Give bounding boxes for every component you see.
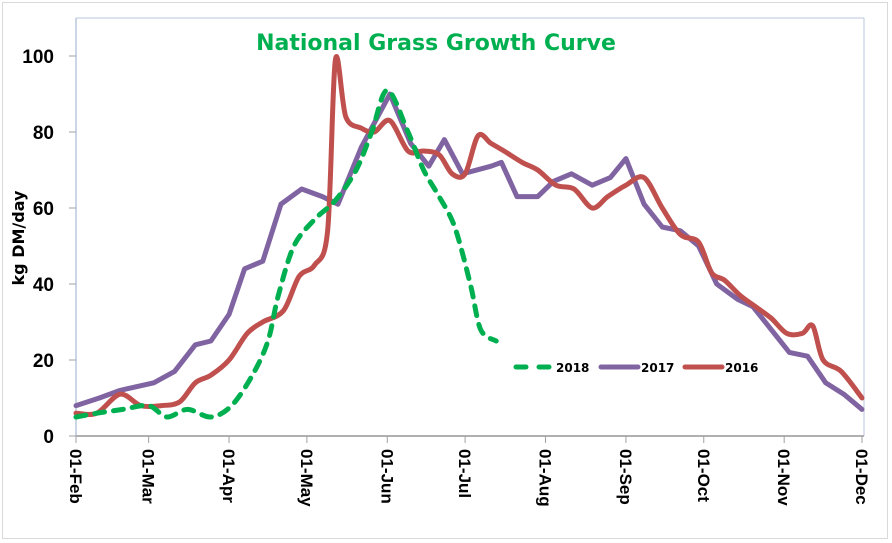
series-line-2017 (73, 91, 865, 412)
y-tick-label: 60 (33, 199, 54, 220)
legend-label: 2018 (556, 361, 589, 375)
plot-area (76, 17, 865, 436)
chart-title: National Grass Growth Curve (256, 31, 616, 56)
y-tick-label: 80 (33, 123, 54, 144)
x-tick-label: 01-Jul (455, 449, 474, 498)
series-2018 (73, 87, 499, 420)
axes: 0 20 40 60 80 100 01-Feb 01-Mar 01-Apr 01-May 01-J… (22, 18, 871, 507)
x-tick-label: 01-Sep (616, 449, 635, 505)
legend-label: 2017 (641, 361, 674, 375)
series-layer (73, 54, 865, 420)
x-tick-label: 01-Oct (694, 449, 713, 502)
legend-item-2018: 2018 (513, 361, 589, 375)
x-tick-label: 01-Dec (852, 449, 871, 505)
x-tick-label: 01-Aug (536, 449, 555, 507)
y-tick-label: 0 (43, 427, 54, 448)
y-axis-label: kg DM/day (9, 190, 28, 285)
x-tick-label: 01-Nov (774, 449, 793, 506)
series-2017 (73, 91, 865, 412)
x-tick-label: 01-Jun (377, 449, 396, 504)
series-2016 (73, 54, 865, 418)
x-tick-label: 01-May (297, 449, 316, 507)
y-tick-label: 20 (33, 351, 54, 372)
x-tick-label: 01-Apr (219, 449, 238, 503)
y-tick-label: 100 (22, 47, 54, 68)
legend-item-2017: 2017 (598, 361, 674, 375)
y-tick-label: 40 (33, 275, 54, 296)
legend-item-2016: 2016 (682, 361, 758, 375)
legend: 2018 2017 2016 (513, 361, 758, 375)
x-tick-label: 01-Feb (66, 449, 85, 504)
series-line-2018 (73, 87, 499, 420)
x-tick-label: 01-Mar (139, 449, 158, 504)
legend-label: 2016 (725, 361, 758, 375)
